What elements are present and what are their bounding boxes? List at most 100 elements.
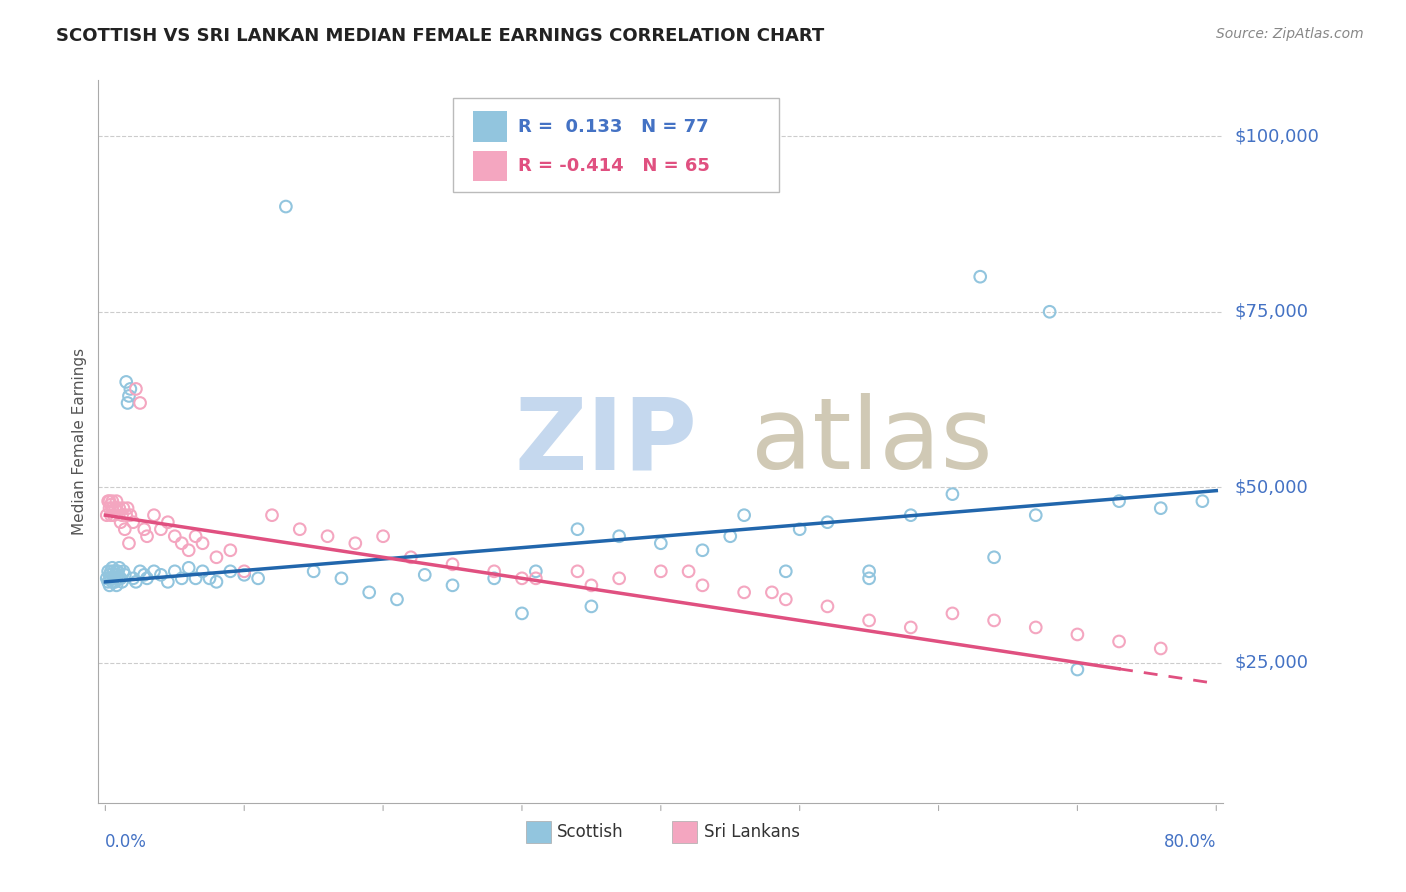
Point [789, 522, 811, 536]
Text: 0.0%: 0.0% [105, 833, 148, 851]
Text: Scottish: Scottish [557, 822, 624, 840]
Point [1108, 494, 1130, 508]
Point [105, 494, 128, 508]
Bar [526, 821, 551, 843]
Point [122, 515, 145, 529]
Text: SCOTTISH VS SRI LANKAN MEDIAN FEMALE EARNINGS CORRELATION CHART: SCOTTISH VS SRI LANKAN MEDIAN FEMALE EAR… [56, 27, 824, 45]
Point [344, 536, 367, 550]
Point [198, 571, 221, 585]
Point [184, 571, 207, 585]
Bar [672, 821, 697, 843]
Point [100, 564, 122, 578]
Point [260, 508, 283, 523]
Point [101, 501, 124, 516]
Point [1025, 620, 1047, 634]
Point [567, 522, 589, 536]
Point [205, 550, 228, 565]
Point [114, 522, 136, 536]
Point [184, 529, 207, 543]
Point [733, 508, 755, 523]
Point [143, 564, 166, 578]
Point [900, 620, 922, 634]
Point [510, 571, 533, 585]
Point [1191, 494, 1213, 508]
Point [482, 571, 505, 585]
Point [107, 505, 129, 519]
Point [941, 607, 963, 621]
Point [524, 571, 547, 585]
Point [219, 543, 242, 558]
Point [1025, 508, 1047, 523]
Point [858, 614, 880, 628]
Point [103, 564, 125, 578]
Point [1066, 663, 1088, 677]
Point [104, 574, 127, 589]
Point [692, 543, 714, 558]
Point [101, 561, 124, 575]
Point [692, 578, 714, 592]
Y-axis label: Median Female Earnings: Median Female Earnings [72, 348, 87, 535]
Point [288, 522, 311, 536]
Point [775, 564, 797, 578]
Point [1108, 634, 1130, 648]
Bar [472, 151, 506, 181]
Point [97, 494, 120, 508]
Point [117, 501, 139, 516]
Text: R = -0.414   N = 65: R = -0.414 N = 65 [517, 157, 710, 175]
Text: 80.0%: 80.0% [1164, 833, 1216, 851]
Point [302, 564, 325, 578]
Point [98, 567, 121, 582]
Point [900, 508, 922, 523]
Point [1150, 641, 1173, 656]
Point [105, 564, 128, 578]
Point [170, 571, 193, 585]
Point [120, 508, 142, 523]
Point [125, 382, 148, 396]
Text: R =  0.133   N = 77: R = 0.133 N = 77 [517, 118, 709, 136]
Point [775, 592, 797, 607]
Point [567, 564, 589, 578]
Point [607, 529, 630, 543]
Point [129, 564, 152, 578]
Point [733, 585, 755, 599]
Point [115, 508, 138, 523]
Point [118, 536, 141, 550]
Point [233, 567, 256, 582]
Point [1066, 627, 1088, 641]
Point [125, 574, 148, 589]
Point [316, 529, 339, 543]
Point [112, 564, 135, 578]
Point [858, 564, 880, 578]
Text: $100,000: $100,000 [1234, 128, 1319, 145]
Bar [472, 112, 506, 142]
Point [111, 508, 134, 523]
Point [510, 607, 533, 621]
Point [983, 550, 1005, 565]
Point [233, 564, 256, 578]
Point [100, 508, 122, 523]
Point [219, 564, 242, 578]
Point [108, 561, 131, 575]
Point [149, 567, 172, 582]
Point [98, 501, 121, 516]
Point [205, 574, 228, 589]
Point [482, 564, 505, 578]
Point [441, 578, 464, 592]
Point [108, 571, 131, 585]
Text: Source: ZipAtlas.com: Source: ZipAtlas.com [1216, 27, 1364, 41]
Point [96, 508, 118, 523]
Point [330, 571, 353, 585]
Point [129, 396, 152, 410]
Point [607, 571, 630, 585]
Point [117, 396, 139, 410]
Point [97, 574, 120, 589]
Text: $25,000: $25,000 [1234, 654, 1309, 672]
Point [983, 614, 1005, 628]
Point [101, 494, 124, 508]
Point [718, 529, 741, 543]
Point [156, 574, 179, 589]
Point [817, 599, 839, 614]
Point [101, 574, 124, 589]
Point [191, 564, 214, 578]
Point [100, 498, 122, 512]
